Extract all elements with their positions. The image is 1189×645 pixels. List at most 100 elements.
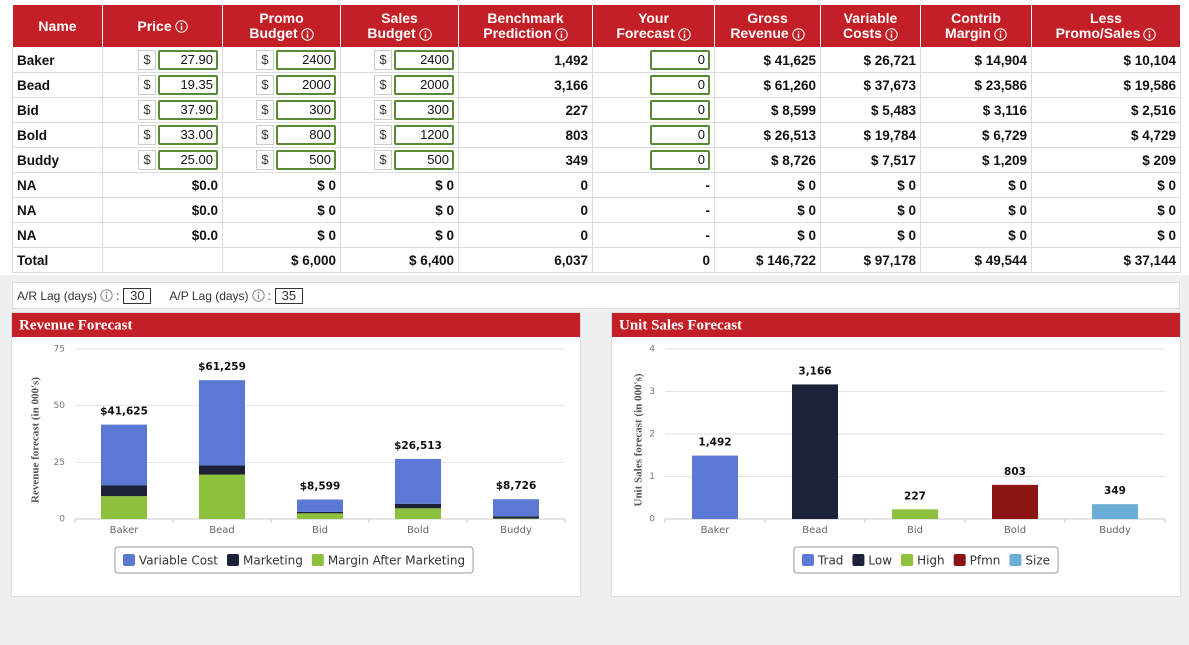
info-icon[interactable] [885, 28, 898, 41]
info-icon[interactable] [1143, 28, 1157, 41]
cell-text: $ 0 [1008, 177, 1027, 193]
input-box[interactable]: 2400 [394, 50, 454, 70]
y-tick-label: 0 [649, 515, 655, 525]
table-cell: 0 [592, 72, 715, 98]
cell-text: $ 0 [1008, 227, 1027, 243]
legend: Variable Cost Marketing Margin After Marke… [122, 554, 465, 568]
revenue-panel: Revenue Forecast 0 25 50 75 Revenue forecast … [12, 313, 580, 596]
bar-segment [395, 508, 441, 519]
table-cell: $25.00 [102, 147, 223, 173]
input-box[interactable]: 1200 [394, 125, 454, 145]
table-cell: 349 [458, 147, 593, 173]
input-box[interactable]: 500 [394, 150, 454, 170]
lag-input[interactable]: 35 [274, 287, 303, 304]
info-icon[interactable] [555, 28, 568, 41]
input-box[interactable]: 500 [276, 150, 336, 170]
info-icon[interactable] [994, 28, 1007, 41]
input-box[interactable]: 0 [650, 150, 710, 170]
y-tick-label: 25 [54, 458, 65, 468]
table-cell: Baker [12, 47, 103, 73]
lag-input[interactable]: 30 [123, 287, 152, 304]
input-box[interactable]: 2000 [394, 75, 454, 95]
row-name: Total [17, 252, 49, 268]
input-box[interactable]: 0 [650, 125, 710, 145]
cell-text: $ 14,904 [974, 52, 1027, 68]
table-cell: $ 6,000 [222, 247, 341, 273]
input-box[interactable]: 800 [276, 125, 336, 145]
table-cell: 803 [458, 122, 593, 148]
table-cell: NA [12, 172, 103, 198]
cell-text: $ 49,544 [974, 252, 1027, 268]
header-label: Promo Budget [249, 10, 304, 41]
total-label: $8,726 [496, 480, 537, 492]
value-label: 803 [1004, 466, 1026, 478]
cell-text: $ 6,400 [408, 252, 454, 268]
cell-text: $0.0 [191, 227, 218, 243]
table-cell: $ 10,104 [1031, 47, 1181, 73]
input-box[interactable]: 33.00 [158, 125, 218, 145]
info-icon[interactable] [677, 28, 691, 41]
table-row: NA $0.0 $ 0 $ 0 0 - $ 0 $ 0 $ 0 $ 0 [12, 197, 1181, 223]
input-box[interactable]: 2000 [276, 75, 336, 95]
total-label: $61,259 [198, 361, 246, 373]
cell-text: $ 0 [797, 202, 816, 218]
table-cell: NA [12, 222, 103, 248]
legend-label: Margin After Marketing [328, 554, 465, 568]
legend-swatch [801, 554, 814, 566]
cell-text: $ 8,726 [770, 152, 816, 168]
legend-label: Size [1025, 554, 1050, 568]
table-row: Baker $27.90 $2400 $2400 1,492 0 $ 41,625 $ 26,… [12, 47, 1181, 73]
table-cell: $ 23,586 [920, 72, 1032, 98]
cell-text: $ 0 [797, 177, 816, 193]
cell-text: $ 0 [1008, 202, 1027, 218]
header-label: Name [38, 17, 77, 34]
input-box[interactable]: 300 [394, 100, 454, 120]
input-box[interactable]: 0 [650, 50, 710, 70]
cell-text: $0.0 [191, 177, 218, 193]
header-row: Name Price Promo Budget Sales Budget Benchma… [12, 4, 1181, 48]
table-cell: $ 97,178 [820, 247, 921, 273]
info-icon[interactable] [418, 28, 432, 41]
input-box[interactable]: 19.35 [158, 75, 218, 95]
cell-text: $ 61,260 [763, 77, 816, 93]
value-label: 1,492 [698, 437, 731, 449]
cell-text: $ 0 [1157, 227, 1176, 243]
info-icon[interactable] [791, 28, 805, 41]
table-cell: $ 0 [714, 222, 821, 248]
cell-text: - [705, 202, 711, 218]
cell-text: $ 146,722 [755, 252, 816, 268]
input-box[interactable]: 300 [276, 100, 336, 120]
table-cell: $ 8,599 [714, 97, 821, 123]
cell-text: $ 26,513 [763, 127, 816, 143]
info-icon[interactable] [300, 28, 314, 41]
info-icon[interactable] [251, 289, 265, 302]
cell-text: $0.0 [191, 202, 218, 218]
input-box[interactable]: 0 [650, 75, 710, 95]
table-cell: $ 0 [820, 172, 921, 198]
table-cell: $ 209 [1031, 147, 1181, 173]
info-icon[interactable] [174, 20, 188, 33]
value-label: 3,166 [798, 365, 831, 377]
table-cell: $ 0 [820, 197, 921, 223]
cell-text: $ 4,729 [1130, 127, 1176, 143]
table-cell: 0 [592, 47, 715, 73]
input-box[interactable]: 0 [650, 100, 710, 120]
revenue-chart: Revenue Forecast 0 25 50 75 Revenue forecast … [12, 313, 580, 574]
legend: Trad Low High Pfmn Size [801, 554, 1050, 568]
input-box[interactable]: 37.90 [158, 100, 218, 120]
bar [1092, 504, 1138, 519]
info-icon[interactable] [100, 289, 113, 302]
cell-text: $ 0 [897, 202, 916, 218]
panel-header [12, 313, 580, 337]
total-label: $41,625 [100, 406, 148, 418]
input-box[interactable]: 2400 [276, 50, 336, 70]
legend-label: Marketing [243, 554, 303, 568]
table-cell: - [592, 172, 715, 198]
table-cell: $ 8,726 [714, 147, 821, 173]
input-box[interactable]: 25.00 [158, 150, 218, 170]
input-box[interactable]: 27.90 [158, 50, 218, 70]
cell-text: 803 [565, 127, 588, 143]
currency-sign: $ [138, 125, 156, 145]
cell-text: 0 [580, 177, 588, 193]
lag-separator: : [267, 288, 271, 303]
